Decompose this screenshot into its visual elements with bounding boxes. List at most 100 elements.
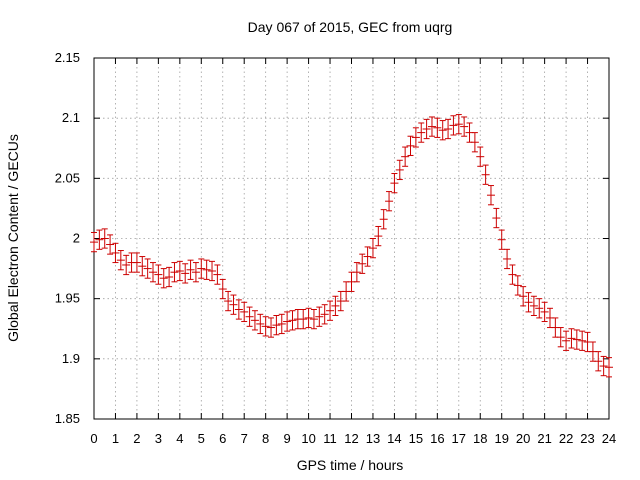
data-point [599, 355, 608, 377]
data-point [293, 308, 302, 330]
data-point [218, 278, 227, 300]
data-point [492, 207, 501, 229]
data-point [186, 259, 195, 280]
x-tick-label: 14 [387, 431, 401, 446]
x-tick-label: 20 [516, 431, 530, 446]
data-point [449, 115, 458, 136]
x-tick-label: 4 [176, 431, 183, 446]
data-point [562, 330, 571, 351]
x-tick-label: 6 [219, 431, 226, 446]
data-point [476, 146, 485, 167]
x-tick-label: 22 [559, 431, 573, 446]
data-point [304, 307, 313, 329]
data-point [486, 185, 495, 206]
data-point [326, 300, 335, 321]
data-point [433, 117, 442, 138]
data-point [122, 254, 131, 276]
chart-title: Day 067 of 2015, GEC from uqrg [248, 19, 453, 35]
data-point [272, 315, 281, 336]
data-point [165, 266, 174, 288]
data-point [154, 264, 163, 285]
data-point [95, 229, 104, 250]
x-tick-label: 7 [241, 431, 248, 446]
data-point [454, 114, 463, 135]
axis-ticks [93, 57, 610, 420]
data-point [481, 164, 490, 185]
x-tick-label: 19 [494, 431, 508, 446]
data-point [352, 262, 361, 283]
data-point [535, 298, 544, 319]
x-tick-label: 16 [430, 431, 444, 446]
data-point [540, 301, 549, 323]
data-point [594, 351, 603, 372]
data-point [116, 250, 125, 271]
data-point [175, 260, 184, 282]
data-point [401, 146, 410, 167]
x-tick-labels: 0 1 2 3 4 5 6 7 8 9 10 11 12 13 14 15 16 17 18 19 20 21 22 23 24 [90, 431, 616, 446]
data-point [224, 290, 233, 312]
x-tick-label: 21 [537, 431, 551, 446]
data-point [422, 118, 431, 140]
data-point [363, 246, 372, 267]
data-point [277, 313, 286, 335]
data-series [90, 114, 613, 378]
data-point [368, 238, 377, 259]
data-point [170, 262, 179, 283]
data-point [138, 256, 147, 277]
x-tick-label: 2 [133, 431, 140, 446]
y-tick-label: 2.1 [62, 110, 80, 125]
data-point [578, 330, 587, 351]
data-point [267, 317, 276, 338]
data-point [111, 242, 120, 264]
data-point [385, 191, 394, 212]
data-point [256, 313, 265, 335]
data-point [213, 264, 222, 285]
x-tick-label: 1 [112, 431, 119, 446]
data-point [331, 295, 340, 317]
x-tick-label: 8 [262, 431, 269, 446]
data-point [143, 258, 152, 279]
x-axis-title: GPS time / hours [297, 457, 404, 473]
data-point [411, 127, 420, 148]
data-point [106, 234, 115, 255]
y-tick-label: 1.9 [62, 351, 80, 366]
data-point [309, 308, 318, 330]
data-point [427, 116, 436, 137]
data-point [470, 132, 479, 153]
y-tick-label: 1.85 [55, 411, 80, 426]
data-point [374, 225, 383, 247]
data-point [288, 310, 297, 331]
data-point [519, 286, 528, 307]
data-point [250, 310, 259, 331]
data-point [283, 311, 292, 332]
x-tick-label: 5 [198, 431, 205, 446]
data-point [320, 304, 329, 325]
data-point [438, 120, 447, 141]
data-point [605, 357, 613, 378]
data-point [181, 263, 190, 284]
data-point [100, 228, 109, 249]
y-axis-title: Global Electron Content / GECUs [5, 134, 21, 342]
data-point [529, 295, 538, 317]
data-point [503, 248, 512, 270]
data-point [261, 316, 270, 337]
data-point [417, 122, 426, 143]
x-tick-label: 10 [301, 431, 315, 446]
x-tick-label: 24 [602, 431, 616, 446]
data-point [240, 301, 249, 323]
data-point [90, 231, 98, 253]
data-point [202, 259, 211, 280]
x-tick-label: 12 [344, 431, 358, 446]
data-point [197, 258, 206, 279]
data-point [299, 308, 308, 330]
data-point [497, 229, 506, 250]
data-point [159, 268, 168, 289]
data-point [191, 262, 200, 283]
data-point [524, 292, 533, 313]
y-tick-label: 1.95 [55, 291, 80, 306]
data-point [208, 260, 217, 282]
data-point [132, 252, 141, 273]
data-point [444, 118, 453, 140]
data-point [245, 306, 254, 327]
